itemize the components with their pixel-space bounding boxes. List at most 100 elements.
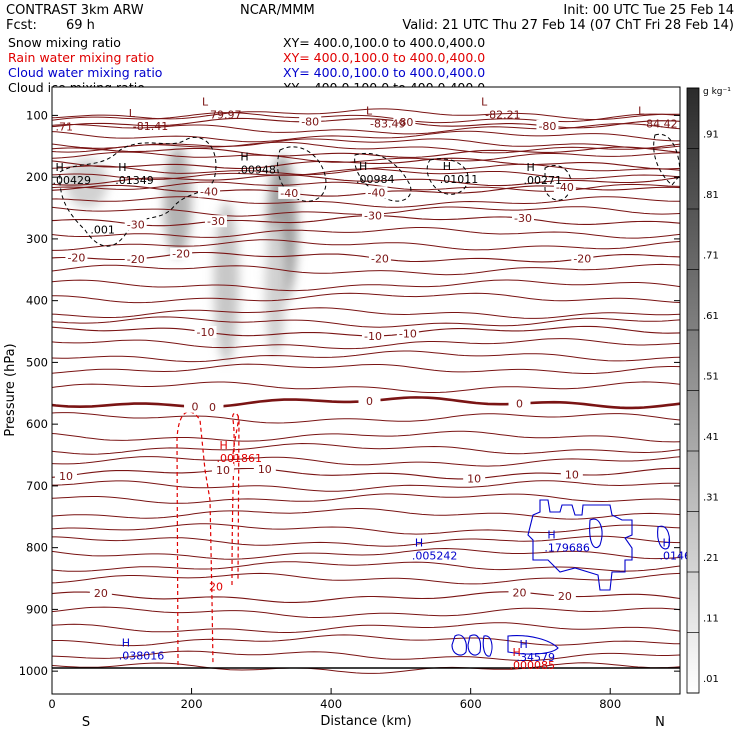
- isotherm-label: -20: [371, 253, 389, 266]
- isotherm-label: -80: [395, 116, 413, 129]
- cloud-ice-contour: [426, 158, 469, 195]
- isotherm-label-bg: [393, 115, 416, 128]
- isotherm-label: -20: [573, 253, 591, 266]
- isotherm-label-bg: [508, 397, 531, 410]
- isotherm-line: [52, 141, 680, 154]
- valid-time: Valid: 21 UTC Thu 27 Feb 14 (07 ChT Fri …: [402, 18, 734, 33]
- colorbar-unit: g kg⁻¹: [703, 87, 731, 97]
- isotherm-line: [52, 307, 680, 319]
- isotherm-label-bg: [194, 325, 217, 338]
- high-value: .00271: [523, 174, 562, 187]
- temperature-isotherms: [52, 108, 680, 674]
- low-value: -81.41: [133, 120, 168, 133]
- colorbar-label: .91: [703, 129, 719, 140]
- isotherm-label: -40: [200, 185, 218, 198]
- low-marker: L: [366, 104, 373, 117]
- cloud-ice-contour: [277, 146, 327, 202]
- isotherm-line: [52, 196, 680, 208]
- x-axis-right-end: N: [655, 715, 665, 730]
- isotherm-label-bg: [512, 212, 534, 225]
- colorbar-label: .11: [703, 613, 719, 624]
- isotherm-line: [52, 292, 680, 304]
- colorbar-label: .31: [703, 492, 719, 503]
- y-tick-label: 200: [26, 170, 48, 184]
- colorbar-label: .81: [703, 190, 719, 201]
- cloud-water-contour: [451, 634, 467, 656]
- isotherm-line: [52, 456, 680, 467]
- y-tick-label: 700: [26, 479, 48, 493]
- isotherm-label: 20: [558, 590, 572, 603]
- isotherm-label-bg: [536, 119, 559, 132]
- snow-shade-blob: [163, 146, 192, 258]
- isotherm-label: -40: [367, 186, 385, 199]
- isotherm-label-bg: [463, 472, 486, 485]
- isotherm-line: [52, 650, 680, 661]
- isotherm-label: 10: [467, 473, 481, 486]
- isotherm-label: -20: [67, 252, 85, 265]
- isotherm-line: [52, 112, 680, 124]
- legend-snow-label: Snow mixing ratio: [8, 35, 121, 50]
- isotherm-label: 10: [59, 470, 73, 483]
- isotherm-label: -30: [364, 209, 382, 222]
- isotherm-line: [52, 634, 680, 647]
- isotherm-label: -80: [301, 116, 319, 129]
- high-value: .038016: [119, 650, 164, 663]
- high-marker: H: [520, 638, 528, 651]
- low-marker: L: [481, 96, 488, 109]
- isotherm-line: [52, 606, 680, 618]
- x-tick-label: 800: [599, 697, 621, 711]
- isotherm-label-bg: [571, 252, 594, 265]
- isotherm-label-bg: [365, 186, 388, 199]
- fcst-value: 69 h: [66, 18, 95, 33]
- isotherm-line: [52, 381, 680, 393]
- isotherm-line: [52, 535, 680, 547]
- isotherm-line: [52, 130, 680, 143]
- high-value: .000085: [510, 659, 556, 672]
- isotherm-line: [52, 239, 680, 251]
- isotherm-line: [52, 168, 680, 180]
- x-axis-left-end: S: [82, 715, 90, 730]
- high-marker: H: [359, 160, 367, 173]
- isotherm-label-bg: [89, 587, 112, 600]
- isotherm-label: 0: [516, 398, 523, 411]
- y-tick-label: 400: [26, 294, 48, 308]
- high-value: .34579: [517, 651, 556, 664]
- high-value: .179686: [544, 542, 590, 555]
- isotherm-label-bg: [368, 252, 391, 265]
- legend-cloudwater-xy: XY= 400.0,100.0 to 400.0,400.0: [283, 65, 485, 80]
- high-value: .005242: [412, 550, 458, 563]
- x-tick-label: 0: [48, 697, 55, 711]
- colorbar-label: .01: [703, 674, 719, 685]
- isotherm-label-bg: [184, 400, 207, 413]
- legend-cloudwater-label: Cloud water mixing ratio: [8, 65, 162, 80]
- isotherm-line: [52, 338, 680, 350]
- isotherm-label-bg: [553, 590, 576, 603]
- isotherm-label: 0: [209, 401, 216, 414]
- isotherm-line: [52, 480, 680, 492]
- contour-labels: -80 -80 -80 -40 -40 -40 -40 -30 -30 -30 -30 -20 -20 -…: [54, 115, 594, 603]
- isotherm-label: 20: [94, 587, 108, 600]
- isotherm-labeled-line: [52, 157, 680, 170]
- snow-shade-blob: [264, 220, 286, 357]
- isotherm-label-bg: [211, 463, 234, 476]
- isotherm-label: 10: [258, 463, 272, 476]
- high-value: .01349: [115, 174, 153, 187]
- x-tick-label: 400: [320, 697, 342, 711]
- isotherm-label-bg: [361, 209, 384, 222]
- x-tick-label: 200: [181, 697, 203, 711]
- cloud-water-contour: [657, 525, 671, 550]
- isotherm-line: [52, 547, 680, 560]
- isotherm-line: [52, 363, 680, 374]
- isotherm-line: [52, 662, 680, 674]
- high-value: .001861: [216, 452, 262, 465]
- isotherm-label: -20: [127, 253, 145, 266]
- isotherm-label-bg: [170, 247, 193, 260]
- high-marker: H: [240, 151, 248, 164]
- y-tick-label: 100: [26, 108, 48, 122]
- y-axis-title: Pressure (hPa): [3, 343, 18, 436]
- low-value: -82.21: [485, 109, 520, 122]
- isotherm-label-bg: [508, 586, 531, 599]
- high-marker: H: [547, 529, 555, 542]
- isotherm-label-bg: [204, 215, 227, 228]
